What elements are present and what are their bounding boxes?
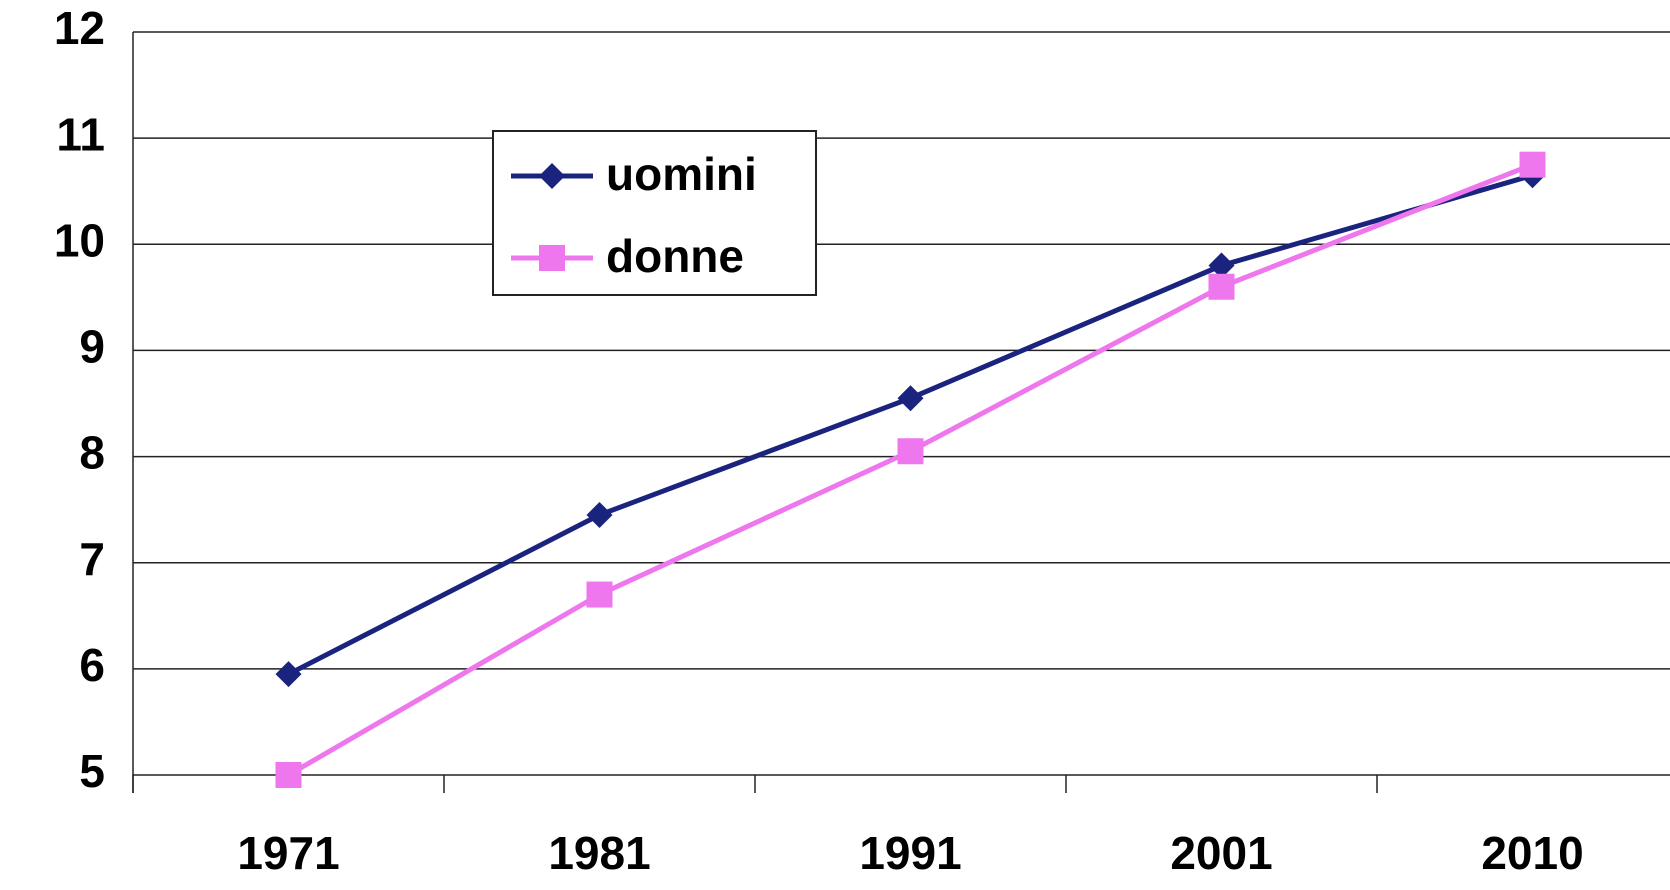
data-point: [897, 438, 924, 465]
data-point: [586, 581, 613, 608]
y-tick-label: 8: [79, 427, 105, 479]
y-tick-label: 10: [54, 214, 105, 266]
x-tick-label: 2010: [1481, 827, 1583, 879]
x-tick-label: 1991: [859, 827, 961, 879]
y-tick-label: 12: [54, 2, 105, 54]
data-point: [275, 762, 302, 788]
y-tick-label: 7: [79, 533, 105, 585]
y-tick-label: 6: [79, 639, 105, 691]
legend-marker: [539, 163, 565, 189]
series-line: [287, 172, 1534, 677]
y-tick-label: 5: [79, 745, 105, 797]
series-line: [287, 162, 1534, 778]
y-tick-label: 11: [56, 108, 105, 160]
legend-label: donne: [606, 230, 744, 282]
x-tick-label: 1971: [237, 827, 339, 879]
data-point: [275, 661, 302, 688]
legend: uomini donne: [492, 130, 817, 296]
x-tick-label: 1981: [548, 827, 650, 879]
data-point: [897, 385, 924, 412]
data-point: [1208, 252, 1235, 279]
x-tick-label: 2001: [1170, 827, 1272, 879]
y-tick-label: 9: [79, 321, 105, 373]
legend-label: uomini: [606, 148, 757, 200]
data-point: [1519, 151, 1546, 178]
data-point: [1208, 273, 1235, 300]
data-point: [586, 501, 613, 528]
legend-marker: [539, 245, 565, 271]
